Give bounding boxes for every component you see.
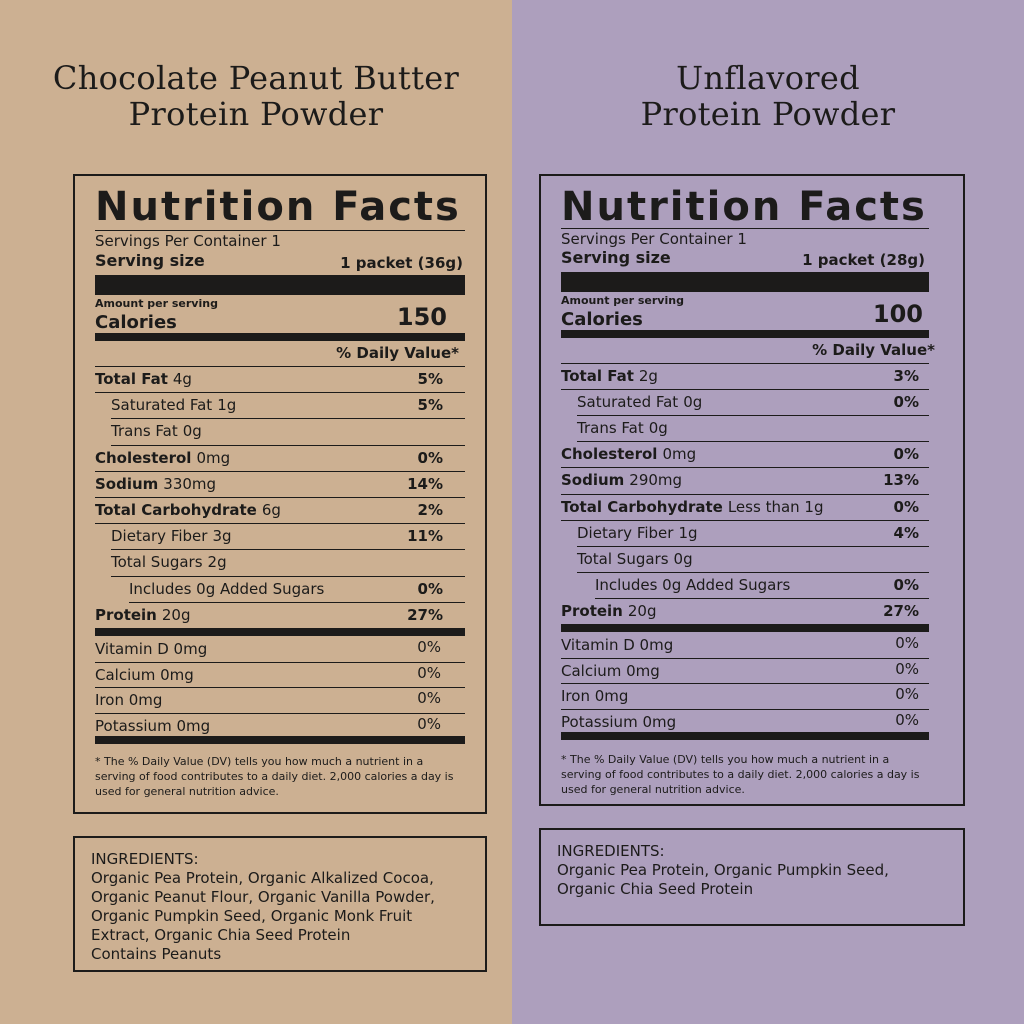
vitamin-row-name: Potassium 0mg <box>95 716 211 735</box>
product-title: Unflavored Protein Powder <box>640 59 896 133</box>
nutrition-facts-heading: Nutrition Facts <box>95 184 461 230</box>
servings-per-container: Servings Per Container 1 <box>95 232 281 250</box>
nutrient-row-name: Total Carbohydrate 6g <box>95 501 281 519</box>
nutrient-daily-value: 5% <box>417 370 443 388</box>
product-title: Chocolate Peanut Butter Protein Powder <box>52 59 460 133</box>
vitamin-daily-value: 0% <box>417 663 441 682</box>
vitamin-row-name: Calcium 0mg <box>95 665 194 684</box>
nutrient-row-name: Cholesterol 0mg <box>95 448 231 467</box>
nutrient-row-name: Includes 0g Added Sugars <box>595 575 791 594</box>
vitamin-daily-value: 0% <box>417 689 441 707</box>
vitamin-daily-value: 0% <box>417 638 441 656</box>
nutrient-daily-value: 0% <box>417 579 443 598</box>
amount-per-serving: Amount per serving <box>561 294 684 307</box>
vitamin-row-name: Potassium 0mg <box>561 712 677 731</box>
nutrient-row-name: Total Fat 2g <box>561 367 658 385</box>
nutrient-daily-value: 14% <box>407 474 443 493</box>
nutrient-daily-value: 5% <box>417 396 443 415</box>
calories-value: 100 <box>872 300 923 328</box>
nutrient-row-name: Saturated Fat 0g <box>577 393 703 412</box>
ingredients-line: Organic Chia Seed Protein <box>557 880 754 898</box>
nutrient-daily-value: 3% <box>893 367 919 385</box>
vitamin-row-name: Vitamin D 0mg <box>95 640 208 658</box>
right-product-column: Unflavored Protein Powder Nutrition Fact… <box>512 0 1024 1024</box>
nutrient-daily-value: 11% <box>407 527 443 546</box>
nutrient-row-name: Total Sugars 2g <box>111 553 227 572</box>
nutrient-daily-value: 0% <box>893 575 919 594</box>
vitamin-row-name: Vitamin D 0mg <box>561 636 674 654</box>
calories-value: 150 <box>396 303 447 331</box>
ingredients-heading: INGREDIENTS: <box>557 842 665 860</box>
vitamin-daily-value: 0% <box>417 714 441 733</box>
nutrient-row-name: Protein 20g <box>95 605 191 624</box>
servings-per-container: Servings Per Container 1 <box>561 230 747 248</box>
nutrient-daily-value: 0% <box>417 448 443 467</box>
nutrient-daily-value: 2% <box>417 501 443 519</box>
left-product-column: Chocolate Peanut Butter Protein Powder N… <box>0 0 512 1024</box>
ingredients-panel: INGREDIENTS: Organic Pea Protein, Organi… <box>73 836 487 972</box>
serving-size-value: 1 packet (36g) <box>340 254 463 272</box>
serving-size-label: Serving size <box>561 248 671 267</box>
nutrient-row-name: Dietary Fiber 1g <box>577 523 698 542</box>
nutrient-row-name: Sodium 330mg <box>95 474 217 493</box>
nutrition-facts-heading: Nutrition Facts <box>561 184 927 230</box>
nutrient-daily-value: 13% <box>883 471 919 490</box>
vitamin-row-name: Calcium 0mg <box>561 661 660 680</box>
nutrient-row-name: Total Sugars 0g <box>577 549 693 568</box>
serving-size-value: 1 packet (28g) <box>802 251 925 269</box>
nutrient-row-name: Trans Fat 0g <box>577 419 668 438</box>
vitamin-daily-value: 0% <box>895 659 919 678</box>
nutrition-facts-panel: Nutrition Facts Servings Per Container 1… <box>73 174 487 814</box>
allergen-statement: Contains Peanuts <box>91 945 222 963</box>
daily-value-header: % Daily Value* <box>812 341 935 359</box>
ingredients-heading: INGREDIENTS: <box>91 850 199 868</box>
vitamin-row-name: Iron 0mg <box>561 687 629 705</box>
vitamin-daily-value: 0% <box>895 710 919 729</box>
nutrient-daily-value: 27% <box>407 605 443 624</box>
nutrient-daily-value: 4% <box>893 523 919 542</box>
nutrient-row-name: Includes 0g Added Sugars <box>129 579 325 598</box>
nutrient-daily-value: 27% <box>883 601 919 620</box>
vitamin-row-name: Iron 0mg <box>95 691 163 709</box>
vitamin-daily-value: 0% <box>895 634 919 652</box>
amount-per-serving: Amount per serving <box>95 297 218 310</box>
nutrition-facts-panel: Nutrition Facts Servings Per Container 1… <box>539 174 965 806</box>
nutrient-row-name: Dietary Fiber 3g <box>111 527 232 546</box>
nutrient-row-name: Total Fat 4g <box>95 370 192 388</box>
nutrient-row-name: Protein 20g <box>561 601 657 620</box>
ingredients-line: Organic Pumpkin Seed, Organic Monk Fruit <box>91 907 413 925</box>
ingredients-line: Organic Pea Protein, Organic Alkalized C… <box>91 869 434 887</box>
nutrient-daily-value: 0% <box>893 445 919 464</box>
nutrient-row-name: Sodium 290mg <box>561 471 683 490</box>
nutrient-row-name: Trans Fat 0g <box>111 422 202 441</box>
ingredients-panel: INGREDIENTS: Organic Pea Protein, Organi… <box>539 828 965 926</box>
daily-value-footnote: * The % Daily Value (DV) tells you how m… <box>561 753 920 796</box>
nutrient-daily-value: 0% <box>893 497 919 516</box>
ingredients-line: Extract, Organic Chia Seed Protein <box>91 926 351 944</box>
nutrient-daily-value: 0% <box>893 393 919 412</box>
nutrient-row-name: Saturated Fat 1g <box>111 396 237 415</box>
serving-size-label: Serving size <box>95 251 205 270</box>
nutrient-row-name: Total Carbohydrate Less than 1g <box>561 497 824 516</box>
ingredients-line: Organic Pea Protein, Organic Pumpkin See… <box>557 861 889 879</box>
nutrient-row-name: Cholesterol 0mg <box>561 445 697 464</box>
ingredients-line: Organic Peanut Flour, Organic Vanilla Po… <box>91 888 435 906</box>
daily-value-header: % Daily Value* <box>336 344 459 362</box>
daily-value-footnote: * The % Daily Value (DV) tells you how m… <box>95 755 454 798</box>
vitamin-daily-value: 0% <box>895 685 919 703</box>
calories-label: Calories <box>561 309 643 330</box>
calories-label: Calories <box>95 312 177 333</box>
